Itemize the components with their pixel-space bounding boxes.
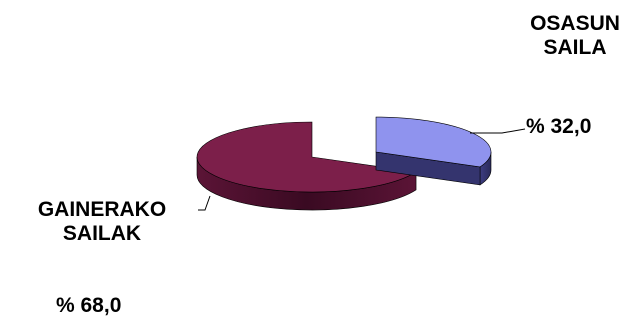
pie-slice-osasun [375, 116, 492, 186]
slice-label-gainerako-line2: SAILAK [62, 222, 142, 245]
slice-label-osasun-line1: OSASUN [530, 12, 620, 35]
slice-label-osasun-line2: SAILA [543, 36, 607, 59]
pie-slice-gainerako [196, 121, 417, 211]
slice-value-gainerako: % 68,0 [56, 294, 122, 317]
slice-label-gainerako-line1: GAINERAKO [37, 198, 167, 221]
leader-line-gainerako [198, 195, 211, 211]
leader-line-osasun [470, 128, 526, 134]
slice-label-osasun: OSASUN SAILA [512, 12, 638, 60]
slice-value-osasun: % 32,0 [526, 115, 592, 138]
pie-slice-gainerako-top [196, 121, 417, 193]
slice-label-gainerako: GAINERAKO SAILAK [4, 198, 200, 246]
